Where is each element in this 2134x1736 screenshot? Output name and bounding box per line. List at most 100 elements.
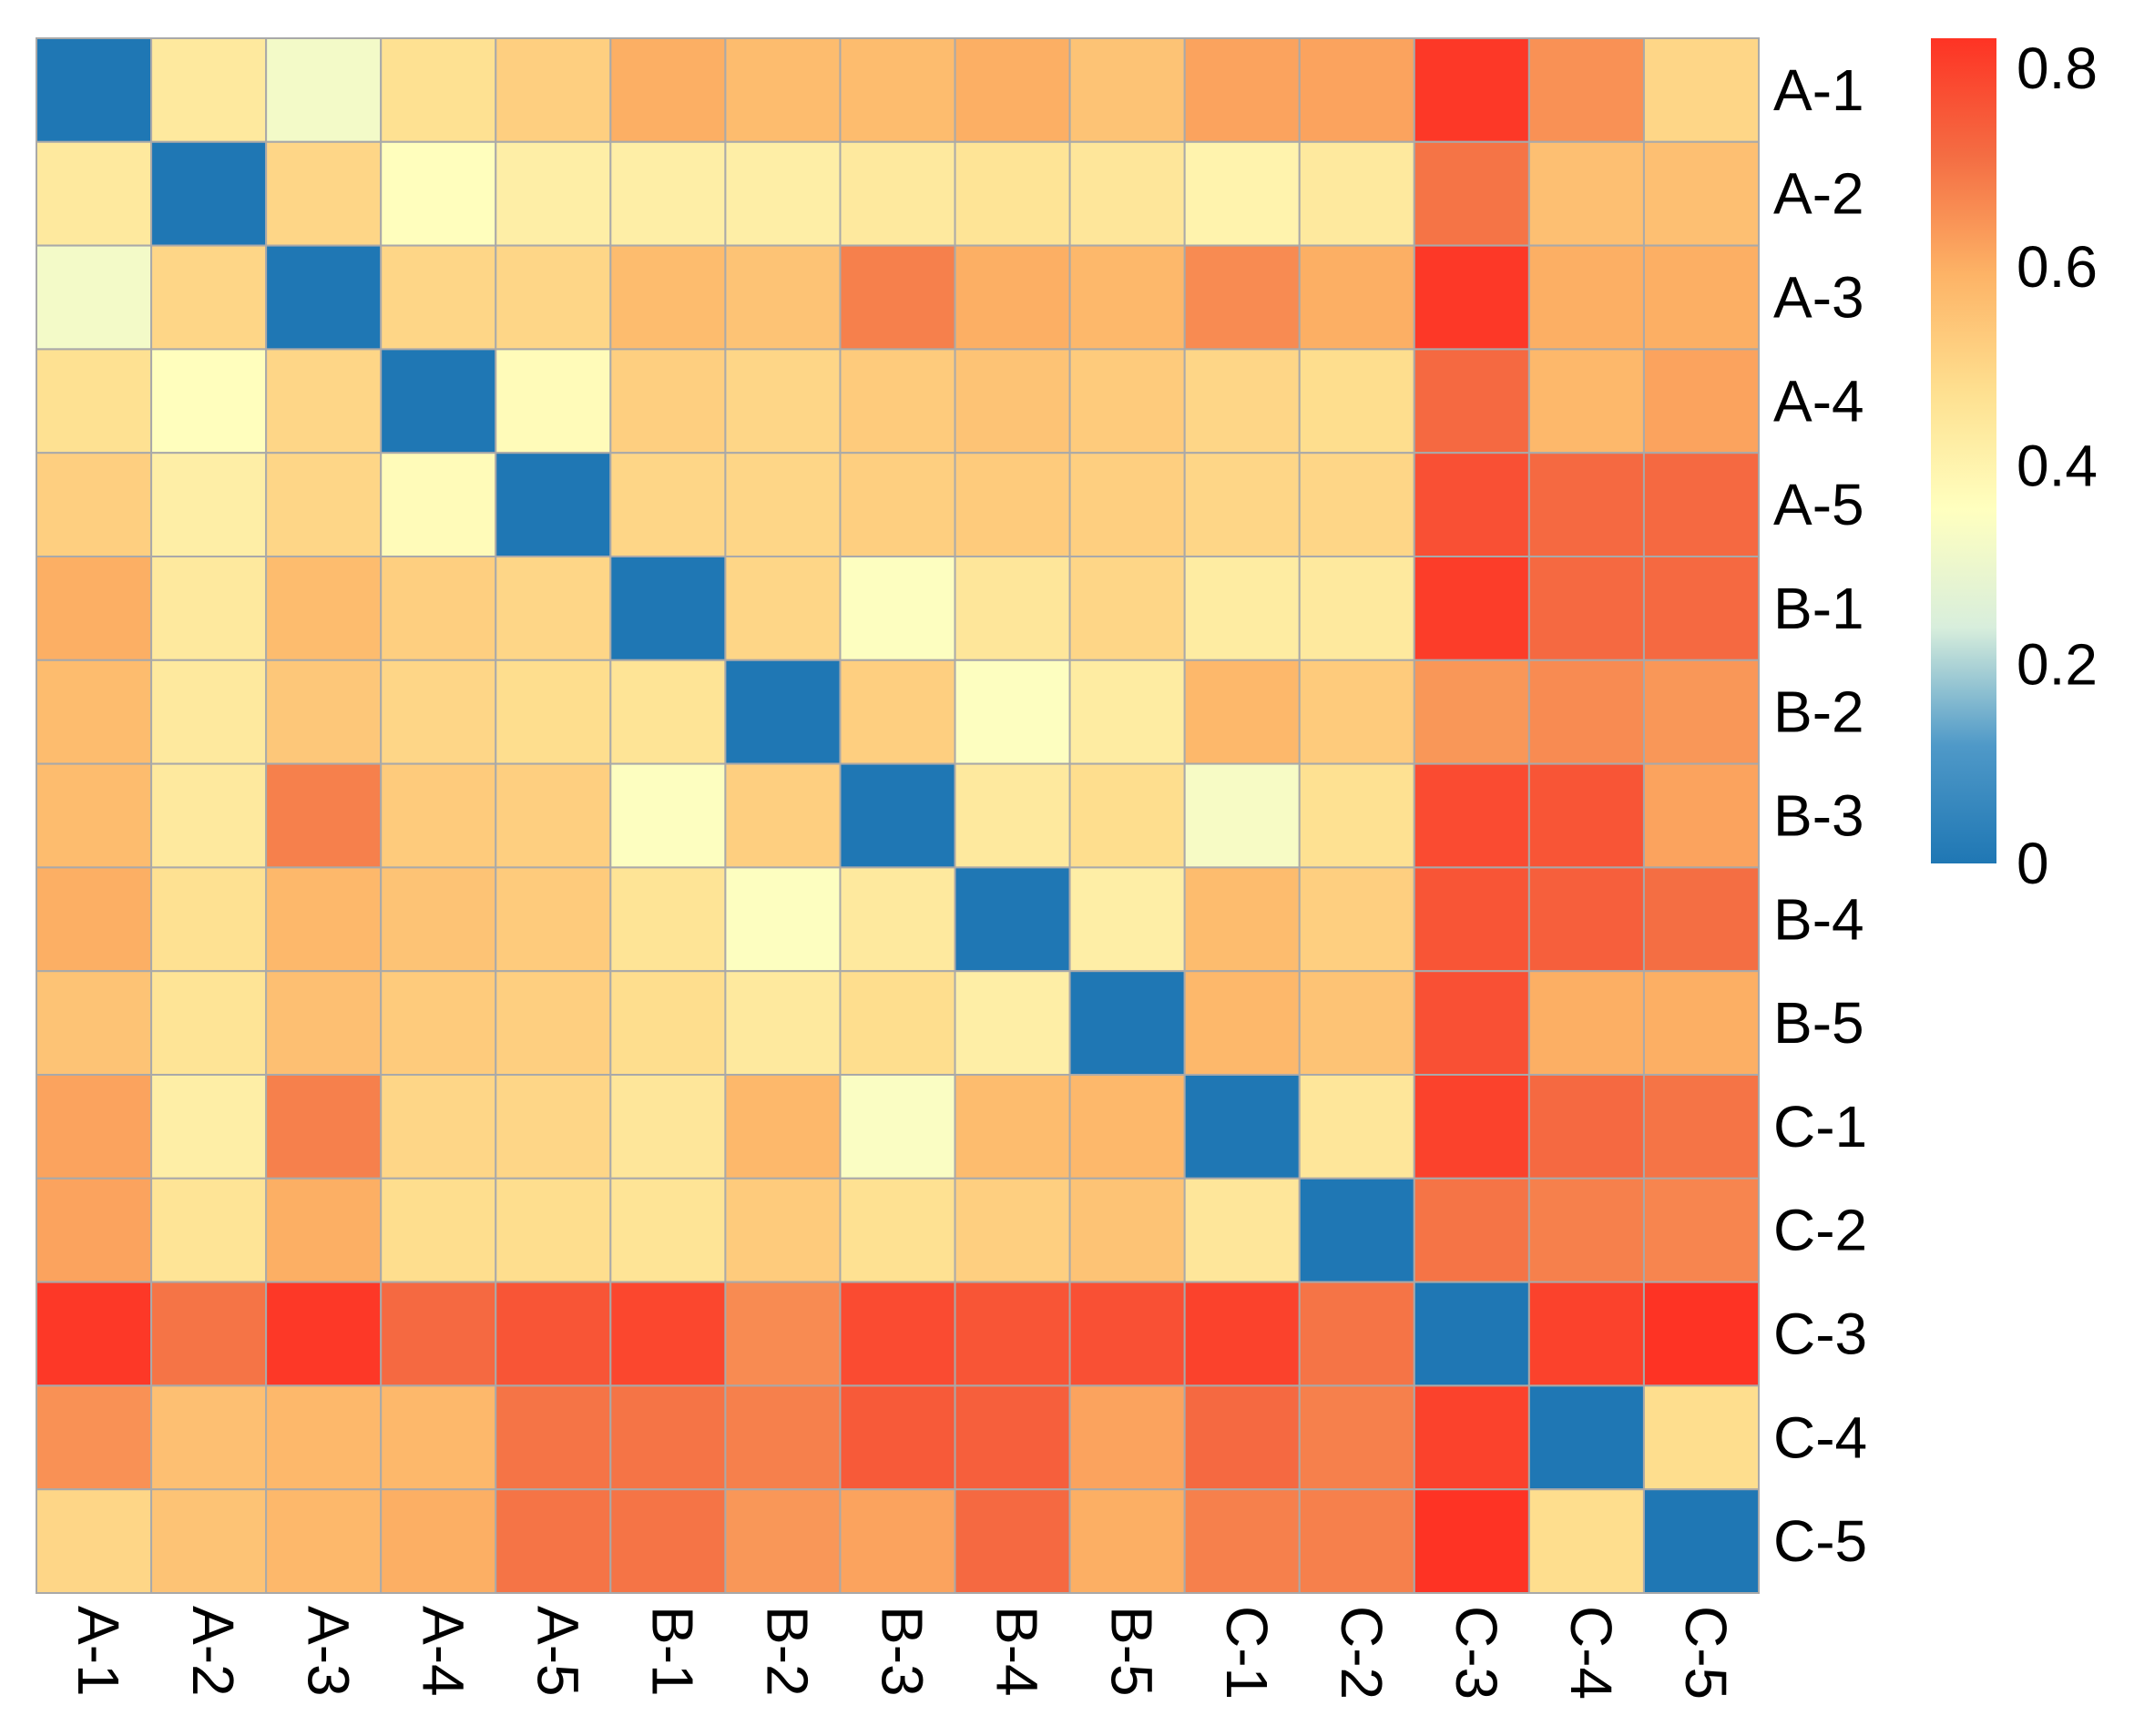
- heatmap-cell-A-4-B-5: [1068, 348, 1186, 454]
- heatmap-cell-B-1-B-2: [724, 556, 842, 661]
- heatmap-cells: [36, 37, 1761, 1594]
- heatmap-cell-B-4-B-3: [839, 866, 956, 973]
- heatmap-cell-A-3-C-5: [1642, 244, 1761, 351]
- heatmap-cell-B-1-B-3: [839, 556, 956, 661]
- heatmap-cell-A-2-B-5: [1068, 140, 1186, 247]
- heatmap-cell-C-5-A-5: [495, 1488, 612, 1594]
- heatmap-cell-A-4-C-1: [1183, 348, 1301, 454]
- heatmap-cell-B-2-A-1: [36, 659, 153, 765]
- heatmap-cell-C-3-C-5: [1642, 1281, 1761, 1387]
- heatmap-cell-B-5-B-4: [954, 970, 1071, 1076]
- heatmap-cell-C-4-A-1: [36, 1384, 153, 1491]
- column-label: B-5: [1099, 1606, 1165, 1697]
- heatmap-cell-C-3-A-2: [150, 1281, 268, 1387]
- heatmap-cell-A-2-A-1: [36, 140, 153, 247]
- column-label: A-2: [180, 1606, 246, 1697]
- heatmap-cell-C-3-A-1: [36, 1281, 153, 1387]
- heatmap-cell-C-3-B-1: [609, 1281, 727, 1387]
- heatmap-cell-C-1-B-3: [839, 1074, 956, 1179]
- row-label: A-4: [1773, 368, 1864, 434]
- heatmap-cell-A-4-C-4: [1527, 348, 1645, 454]
- heatmap-cell-B-3-C-2: [1298, 762, 1415, 869]
- heatmap-cell-C-4-C-3: [1413, 1384, 1530, 1491]
- heatmap-cell-A-4-A-2: [150, 348, 268, 454]
- heatmap-cell-C-2-B-5: [1068, 1177, 1186, 1283]
- heatmap-cell-B-4-A-1: [36, 866, 153, 973]
- heatmap-cell-C-3-B-5: [1068, 1281, 1186, 1387]
- heatmap-cell-A-2-B-1: [609, 140, 727, 247]
- heatmap-cell-B-1-C-2: [1298, 556, 1415, 661]
- row-label: B-5: [1773, 990, 1864, 1056]
- heatmap-cell-C-4-B-2: [724, 1384, 842, 1491]
- heatmap-cell-B-2-C-4: [1527, 659, 1645, 765]
- heatmap-cell-B-3-A-3: [265, 762, 383, 869]
- heatmap-cell-B-2-B-5: [1068, 659, 1186, 765]
- heatmap-cell-B-4-C-5: [1642, 866, 1761, 973]
- heatmap-cell-C-3-B-2: [724, 1281, 842, 1387]
- heatmap-cell-A-5-A-3: [265, 452, 383, 558]
- column-labels: A-1 A-2 A-3 A-4 A-5 B-1 B-2 B-3 B-4 B-5 C-1 C-2 C-3 C…: [66, 1606, 1739, 1700]
- heatmap-cell-B-4-B-1: [609, 866, 727, 973]
- heatmap-cell-A-1-B-3: [839, 37, 956, 143]
- heatmap-cell-C-1-C-5: [1642, 1074, 1761, 1179]
- heatmap-cell-C-1-B-4: [954, 1074, 1071, 1179]
- heatmap-cell-C-4-C-2: [1298, 1384, 1415, 1491]
- heatmap-cell-B-5-A-2: [150, 970, 268, 1076]
- heatmap-cell-A-5-C-5: [1642, 452, 1761, 558]
- heatmap-cell-A-5-B-5: [1068, 452, 1186, 558]
- row-label: B-3: [1773, 783, 1864, 849]
- heatmap-cell-B-4-C-1: [1183, 866, 1301, 973]
- heatmap-cell-C-5-C-3: [1413, 1488, 1530, 1594]
- heatmap-cell-A-2-A-2: [150, 140, 268, 247]
- heatmap-cell-B-1-C-5: [1642, 556, 1761, 661]
- heatmap-cell-A-3-C-1: [1183, 244, 1301, 351]
- heatmap-cell-C-3-C-4: [1527, 1281, 1645, 1387]
- heatmap-cell-A-2-B-4: [954, 140, 1071, 247]
- heatmap-cell-B-3-B-1: [609, 762, 727, 869]
- heatmap-cell-B-4-B-5: [1068, 866, 1186, 973]
- heatmap-cell-C-4-B-3: [839, 1384, 956, 1491]
- heatmap-cell-A-5-A-4: [380, 452, 497, 558]
- column-label: B-1: [639, 1606, 705, 1697]
- heatmap-cell-A-1-A-5: [495, 37, 612, 143]
- heatmap-cell-C-3-A-5: [495, 1281, 612, 1387]
- heatmap-cell-A-1-A-1: [36, 37, 153, 143]
- column-label: B-3: [870, 1606, 935, 1697]
- heatmap-cell-A-5-C-3: [1413, 452, 1530, 558]
- heatmap-cell-A-4-A-3: [265, 348, 383, 454]
- heatmap-cell-C-3-C-3: [1413, 1281, 1530, 1387]
- heatmap-cell-A-2-A-4: [380, 140, 497, 247]
- heatmap-cell-C-1-C-2: [1298, 1074, 1415, 1179]
- heatmap-cell-B-2-A-5: [495, 659, 612, 765]
- heatmap-cell-A-2-C-5: [1642, 140, 1761, 247]
- heatmap-cell-A-2-C-2: [1298, 140, 1415, 247]
- heatmap-cell-A-1-B-5: [1068, 37, 1186, 143]
- row-label: C-3: [1773, 1302, 1867, 1367]
- heatmap-cell-C-5-A-1: [36, 1488, 153, 1594]
- heatmap-cell-A-3-C-4: [1527, 244, 1645, 351]
- heatmap-cell-A-3-A-3: [265, 244, 383, 351]
- heatmap-cell-A-1-C-1: [1183, 37, 1301, 143]
- heatmap-cell-A-5-C-1: [1183, 452, 1301, 558]
- heatmap-cell-A-1-C-4: [1527, 37, 1645, 143]
- heatmap-cell-C-5-B-3: [839, 1488, 956, 1594]
- column-label: B-4: [985, 1606, 1050, 1697]
- heatmap-cell-A-4-B-1: [609, 348, 727, 454]
- row-label: C-1: [1773, 1094, 1867, 1159]
- heatmap-cell-C-1-B-5: [1068, 1074, 1186, 1179]
- heatmap-cell-A-2-B-2: [724, 140, 842, 247]
- heatmap-cell-C-5-B-4: [954, 1488, 1071, 1594]
- heatmap-cell-B-3-A-4: [380, 762, 497, 869]
- heatmap-cell-A-5-B-1: [609, 452, 727, 558]
- heatmap-cell-B-2-C-1: [1183, 659, 1301, 765]
- heatmap-cell-B-5-A-4: [380, 970, 497, 1076]
- heatmap-cell-A-4-C-3: [1413, 348, 1530, 454]
- column-label: C-3: [1444, 1606, 1509, 1700]
- row-label: C-5: [1773, 1508, 1867, 1574]
- heatmap-cell-A-3-A-4: [380, 244, 497, 351]
- heatmap-cell-A-2-A-3: [265, 140, 383, 247]
- heatmap-cell-C-2-C-1: [1183, 1177, 1301, 1283]
- heatmap-cell-A-1-C-3: [1413, 37, 1530, 143]
- row-label: C-2: [1773, 1198, 1867, 1263]
- heatmap-cell-A-4-B-4: [954, 348, 1071, 454]
